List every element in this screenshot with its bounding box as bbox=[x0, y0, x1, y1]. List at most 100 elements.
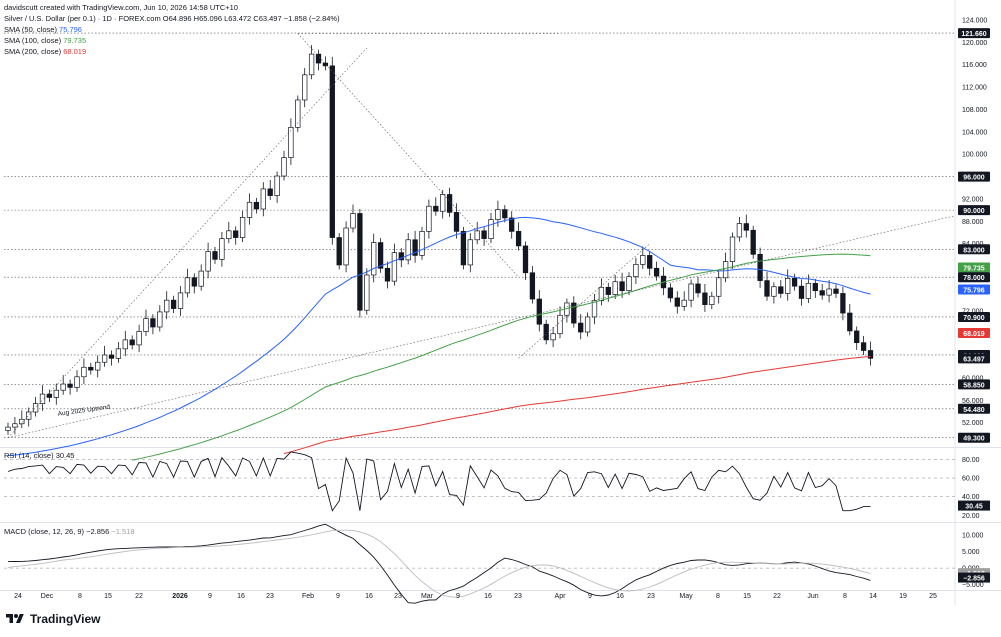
candle-body bbox=[515, 231, 522, 247]
time-tick-label: Feb bbox=[302, 593, 314, 600]
candle-body bbox=[453, 212, 460, 232]
macd-line bbox=[7, 523, 871, 604]
candle-body bbox=[5, 426, 11, 431]
candle-body bbox=[357, 213, 363, 311]
candle-body bbox=[53, 389, 59, 398]
candle-body bbox=[729, 236, 736, 262]
time-tick-label: 24 bbox=[14, 593, 22, 600]
candle-body bbox=[702, 292, 708, 305]
candle-body bbox=[391, 252, 398, 282]
candle-body bbox=[60, 383, 66, 391]
rsi-badge bbox=[958, 500, 990, 511]
candle-body bbox=[598, 286, 605, 302]
candle-body bbox=[460, 231, 467, 266]
candle-body bbox=[143, 318, 149, 332]
candle-body bbox=[798, 285, 805, 299]
time-tick-label: 19 bbox=[899, 593, 907, 600]
rsi-badge-label: 30.45 bbox=[965, 504, 983, 511]
time-tick-label: 16 bbox=[365, 593, 373, 600]
candle-body bbox=[157, 311, 163, 328]
price-badge bbox=[958, 353, 990, 364]
macd-legend[interactable]: MACD (close, 12, 26, 9) −2.856 −1.518 bbox=[4, 527, 135, 536]
price-tick-label: 72.000 bbox=[962, 308, 984, 315]
candle-body bbox=[88, 366, 94, 371]
price-tick-label: 124.000 bbox=[962, 18, 987, 25]
candle-body bbox=[536, 298, 542, 325]
time-tick-label: 23 bbox=[647, 593, 655, 600]
candle-body bbox=[633, 264, 639, 278]
candle-body bbox=[281, 157, 287, 177]
candle-body bbox=[716, 277, 722, 297]
time-tick-label: 16 bbox=[616, 593, 624, 600]
candle-body bbox=[757, 253, 763, 281]
time-tick-label: 23 bbox=[514, 593, 522, 600]
rsi-legend[interactable]: RSI (14, close) 30.45 bbox=[4, 451, 74, 460]
candle-body bbox=[336, 237, 342, 266]
rsi-tick-label: 40.00 bbox=[962, 494, 980, 501]
price-badge bbox=[958, 284, 990, 295]
candle-body bbox=[239, 217, 246, 238]
candle-body bbox=[619, 281, 625, 292]
time-tick-label: 9 bbox=[456, 593, 460, 600]
candle-body bbox=[529, 272, 536, 300]
sma50-label: SMA (50, close) bbox=[4, 25, 57, 34]
candle-body bbox=[46, 393, 53, 398]
candle-body bbox=[26, 411, 32, 420]
sma200-legend[interactable]: SMA (200, close) 68.019 bbox=[4, 46, 340, 57]
candle-body bbox=[446, 194, 453, 213]
price-tick-label: 112.000 bbox=[962, 85, 987, 92]
candle-body bbox=[205, 251, 211, 272]
candle-body bbox=[509, 217, 515, 232]
candle-body bbox=[226, 230, 232, 240]
candle-body bbox=[854, 330, 860, 344]
price-badge-label: 49.300 bbox=[963, 436, 985, 443]
candle-body bbox=[722, 261, 729, 279]
candle-body bbox=[67, 383, 73, 388]
macd-signal-line bbox=[7, 529, 871, 598]
time-tick-label: 22 bbox=[773, 593, 781, 600]
candle-body bbox=[101, 354, 108, 363]
candle-body bbox=[467, 239, 473, 266]
candle-body bbox=[550, 333, 556, 341]
candle-body bbox=[764, 280, 770, 297]
trendline bbox=[7, 215, 956, 439]
symbol-name: Silver / U.S. Dollar (per 0.1) · 1D · FO… bbox=[4, 14, 161, 23]
rsi-tick-label: 60.00 bbox=[962, 476, 980, 483]
candle-body bbox=[19, 418, 25, 425]
time-axis: 24 Dec 8 15 22 2026 9 16 23 Feb 9 16 23 Mar 9 16 23 Apr 9 1… bbox=[14, 593, 937, 600]
price-tick-label: 92.000 bbox=[962, 196, 984, 203]
candle-body bbox=[709, 295, 715, 305]
candle-body bbox=[833, 288, 839, 294]
sma50-legend[interactable]: SMA (50, close) 75.796 bbox=[4, 24, 340, 35]
candle-body bbox=[233, 230, 239, 238]
time-tick-label: 23 bbox=[394, 593, 402, 600]
candle-body bbox=[426, 205, 432, 232]
sma200-value: 68.019 bbox=[63, 47, 87, 56]
candle-body bbox=[502, 209, 508, 219]
price-badge bbox=[958, 171, 990, 182]
candle-body bbox=[136, 331, 142, 346]
time-tick-label: 25 bbox=[929, 593, 937, 600]
candle-body bbox=[812, 283, 818, 292]
price-badge bbox=[958, 432, 990, 443]
price-badge bbox=[958, 205, 990, 216]
sma100-legend[interactable]: SMA (100, close) 79.735 bbox=[4, 35, 340, 46]
candle-body bbox=[39, 393, 46, 404]
rsi-value: 30.45 bbox=[55, 451, 75, 460]
time-tick-label: 9 bbox=[208, 593, 212, 600]
candle-body bbox=[302, 74, 308, 101]
candle-body bbox=[819, 290, 825, 296]
price-tick-label: 108.000 bbox=[962, 107, 987, 114]
ohlc-values: O64.896 H65.096 L63.472 C63.497 −1.858 (… bbox=[162, 14, 340, 23]
candle-body bbox=[32, 403, 39, 413]
candle-body bbox=[653, 267, 660, 277]
candle-body bbox=[605, 286, 611, 295]
candle-body bbox=[736, 223, 743, 238]
price-tick-label: 60.000 bbox=[962, 375, 984, 382]
candle-body bbox=[177, 292, 184, 309]
candle-body bbox=[867, 350, 874, 359]
time-tick-label: May bbox=[679, 593, 693, 600]
tradingview-brand[interactable]: TradingView bbox=[4, 612, 100, 626]
